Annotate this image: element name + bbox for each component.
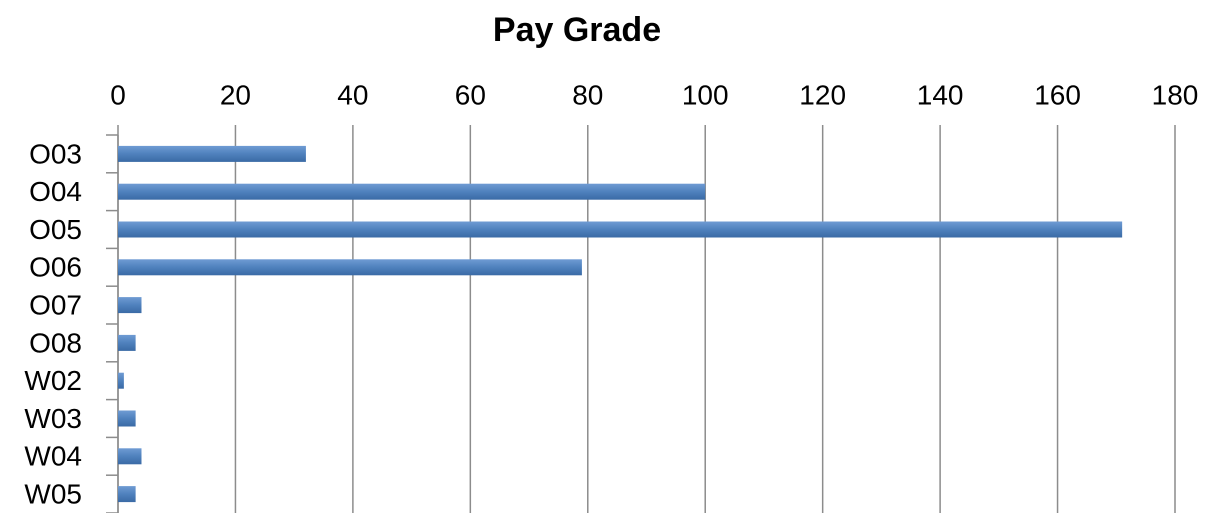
x-tick-label: 40 (337, 79, 368, 110)
bar (118, 183, 706, 200)
chart-title: Pay Grade (493, 11, 661, 49)
y-tick-label: W02 (24, 365, 82, 396)
bar (118, 221, 1123, 238)
y-tick-label: W04 (24, 441, 82, 472)
x-tick-label: 180 (1152, 79, 1199, 110)
bar (118, 448, 142, 465)
bar (118, 486, 136, 503)
x-tick-label: 100 (682, 79, 729, 110)
y-tick-label: O03 (29, 138, 82, 169)
bar (118, 145, 306, 162)
bar (118, 334, 136, 351)
bar (118, 297, 142, 314)
bar (118, 259, 582, 276)
y-tick-label: W05 (24, 478, 82, 509)
bar (118, 410, 136, 427)
y-tick-label: O06 (29, 252, 82, 283)
y-tick-label: O08 (29, 327, 82, 358)
x-tick-label: 80 (572, 79, 603, 110)
x-tick-label: 0 (110, 79, 126, 110)
x-tick-label: 60 (455, 79, 486, 110)
x-tick-label: 120 (799, 79, 846, 110)
x-tick-label: 20 (220, 79, 251, 110)
y-tick-label: O07 (29, 289, 82, 320)
y-tick-label: O05 (29, 214, 82, 245)
y-tick-label: W03 (24, 403, 82, 434)
bar (118, 372, 124, 389)
x-tick-label: 160 (1034, 79, 1081, 110)
y-tick-label: O04 (29, 176, 82, 207)
x-tick-label: 140 (917, 79, 964, 110)
